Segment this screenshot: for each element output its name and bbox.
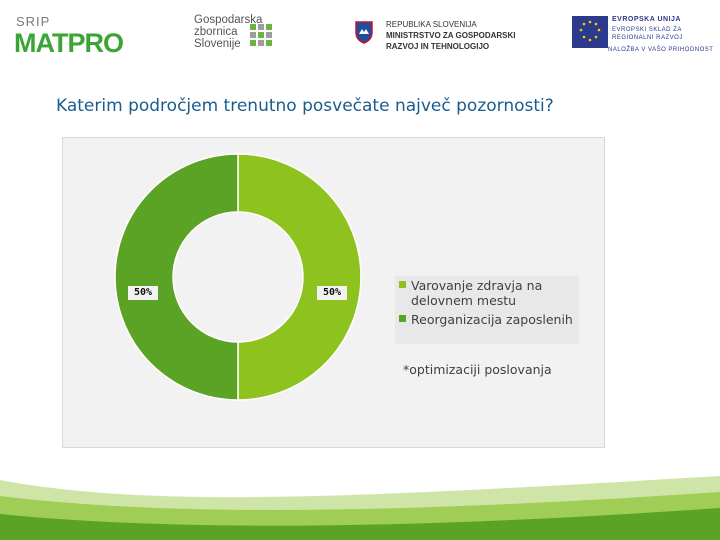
legend-swatch-varovanje [399,281,406,288]
srip-logo-text: SRIP [16,14,51,29]
data-label-reorganizacija: 50% [128,286,158,300]
chart-legend: Varovanje zdravja na delovnem mestu Reor… [395,276,579,344]
matpro-logo-text: MATPRO [14,28,124,58]
doughnut-chart [114,153,362,401]
legend-swatch-reorganizacija [399,315,406,322]
slovenia-coat-of-arms-icon [355,21,373,44]
gzs-logo-line-3: Slovenije [194,38,241,50]
doughnut-slice-0 [237,153,362,401]
gzs-grid-icon [250,24,272,46]
eu-flag-icon [572,16,608,48]
eu-line-2: EVROPSKI SKLAD ZA [612,27,682,33]
gzs-logo: Gospodarska zbornica Slovenije [190,14,280,60]
bottom-wave-decoration [0,476,720,540]
gzs-logo-line-2: zbornica [194,26,238,38]
srip-matpro-logo: SRIP MATPRO [14,14,134,60]
ministry-logo: REPUBLIKA SLOVENIJA MINISTRSTVO ZA GOSPO… [354,18,534,58]
chart-area: 50% 50% Varovanje zdravja na delovnem me… [62,137,605,448]
ministry-line-2: MINISTRSTVO ZA GOSPODARSKI [386,31,516,40]
eu-logo: EVROPSKA UNIJA EVROPSKI SKLAD ZA REGIONA… [572,10,714,62]
gzs-logo-line-1: Gospodarska [194,14,263,26]
legend-label-reorganizacija: Reorganizacija zaposlenih [411,312,573,327]
chart-footnote: *optimizaciji poslovanja [403,362,552,377]
page-title: Katerim področjem trenutno posvečate naj… [56,96,554,116]
data-label-varovanje: 50% [317,286,347,300]
eu-line-3: REGIONALNI RAZVOJ [612,35,683,41]
eu-line-1: EVROPSKA UNIJA [612,16,681,23]
legend-label-varovanje-1: Varovanje zdravja na [411,278,543,293]
eu-line-4: NALOŽBA V VAŠO PRIHODNOST [608,47,714,53]
doughnut-slice-1 [114,153,239,401]
legend-label-varovanje-2: delovnem mestu [411,293,517,308]
ministry-line-3: RAZVOJ IN TEHNOLOGIJO [386,42,490,51]
ministry-line-1: REPUBLIKA SLOVENIJA [386,20,477,29]
